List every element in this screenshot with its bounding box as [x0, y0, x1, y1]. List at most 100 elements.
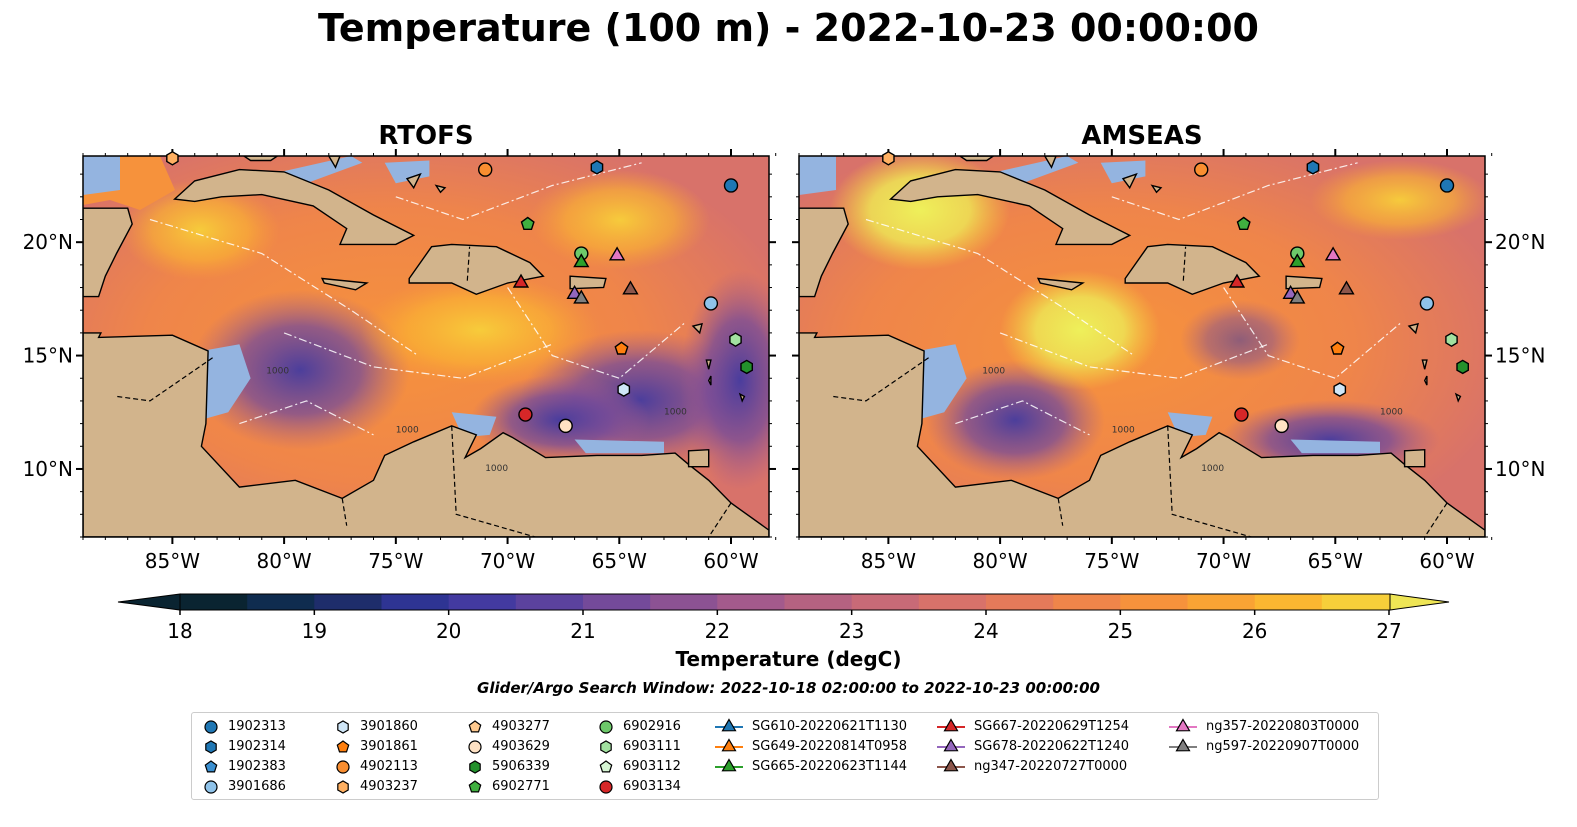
legend-item: ng357-20220803T0000 [1168, 717, 1359, 735]
legend-label: 3901686 [228, 778, 286, 794]
legend-label: SG610-20220621T1130 [752, 718, 908, 734]
hexagon-marker-icon [205, 740, 217, 754]
lat-tick-label: 15°N [23, 344, 73, 368]
legend-item: SG649-20220814T0958 [714, 737, 907, 755]
pentagon-marker-icon [468, 780, 482, 793]
legend-label: ng357-20220803T0000 [1206, 718, 1360, 734]
contour-label: 1000 [485, 464, 508, 474]
legend-item: 3901686 [202, 777, 286, 795]
legend-label: 3901861 [360, 738, 418, 754]
land-rtofs: 1000 1000 1000 1000 [83, 156, 769, 537]
observation-marker-5906339 [1456, 359, 1470, 375]
colorbar-segment [583, 594, 651, 610]
legend-item: 6903134 [597, 777, 681, 795]
legend-label: 3901860 [360, 718, 418, 734]
axis-ticks: 85°W 80°W 75°W 70°W 65°W 60°W 20°N 15°N 10°N 85°W… [23, 149, 1545, 573]
legend-item: 3901860 [334, 717, 418, 735]
observation-marker-4902113 [478, 162, 493, 177]
legend-label: 6903112 [623, 758, 681, 774]
colorbar-segment [784, 594, 853, 610]
colorbar-segment [650, 594, 718, 610]
observation-marker-6902771 [1236, 216, 1251, 231]
panel-title-amseas: AMSEAS [1081, 121, 1203, 151]
lat-tick-label: 10°N [23, 457, 73, 481]
observation-marker-6903111 [1445, 332, 1458, 348]
colorbar-tick-label: 21 [570, 619, 595, 640]
observation-markers [166, 150, 1470, 434]
legend-label: 4903277 [492, 718, 550, 734]
observation-marker-ng597-20220907T0000 [573, 289, 590, 304]
observation-marker-6903134 [1234, 407, 1249, 422]
figure-title: Temperature (100 m) - 2022-10-23 00:00:0… [317, 6, 1259, 50]
observation-marker-ng347-20220727T0000 [622, 280, 639, 295]
legend-label: SG649-20220814T0958 [752, 738, 908, 754]
pentagon-marker-icon [336, 740, 350, 753]
legend-item: ng347-20220727T0000 [936, 757, 1127, 775]
legend-item: ng597-20220907T0000 [1168, 737, 1359, 755]
amseas-frame [798, 155, 1486, 538]
observation-marker-4902113 [1194, 162, 1209, 177]
contour-label: 1000 [1112, 426, 1135, 436]
observation-marker-ng347-20220727T0000 [1338, 280, 1355, 295]
hexagon-marker-icon [600, 740, 612, 754]
legend-item: SG610-20220621T1130 [714, 717, 907, 735]
observation-marker-4903629 [558, 418, 573, 434]
observation-marker-6903111 [729, 332, 742, 348]
pentagon-marker-icon [468, 720, 482, 733]
colorbar-segment [1321, 594, 1390, 610]
observation-marker-3901860 [617, 382, 631, 397]
circle-marker-icon [204, 720, 218, 734]
pentagon-marker-icon [204, 760, 218, 773]
legend-item: 6903112 [597, 757, 681, 775]
triangle-line-marker-icon [715, 718, 743, 732]
colorbar-tick-label: 23 [839, 619, 864, 640]
circle-marker-icon [599, 720, 613, 734]
legend-item: 6903111 [597, 737, 681, 755]
circle-marker-icon [336, 760, 350, 774]
legend-label: SG665-20220623T1144 [752, 758, 908, 774]
triangle-line-marker-icon [937, 738, 965, 752]
lon-tick-label: 65°W [1308, 549, 1363, 573]
legend-item: 4903629 [466, 737, 550, 755]
colorbar-tick-label: 18 [167, 619, 192, 640]
circle-marker-icon [599, 780, 613, 794]
lon-tick-label: 85°W [861, 549, 916, 573]
contour-label: 1000 [266, 367, 289, 377]
maps-and-colorbar: 1000 1000 1000 1000 1000 1000 1000 1000 85°W 80… [23, 149, 1545, 640]
legend-label: 1902383 [228, 758, 286, 774]
hexagon-marker-icon [337, 720, 349, 734]
legend-label: 6902916 [623, 718, 681, 734]
legend-label: 4902113 [360, 758, 418, 774]
colorbar-segment [180, 594, 248, 610]
legend-item: SG665-20220623T1144 [714, 757, 907, 775]
land-amseas: 1000 1000 1000 1000 [799, 156, 1485, 537]
legend-item: 4903277 [466, 717, 550, 735]
legend-label: 6903134 [623, 778, 681, 794]
observation-marker-SG667-20220629T1254 [1228, 273, 1246, 288]
hexagon-marker-icon [337, 780, 349, 794]
colorbar-segment [1120, 594, 1189, 610]
lat-tick-label: 20°N [23, 230, 73, 254]
legend-item: 6902771 [466, 777, 550, 795]
lon-tick-label: 65°W [592, 549, 647, 573]
legend-label: 5906339 [492, 758, 550, 774]
circle-marker-icon [204, 780, 218, 794]
colorbar-segment [1053, 594, 1121, 610]
lon-tick-label: 80°W [972, 549, 1027, 573]
observation-marker-3901861 [1330, 341, 1345, 355]
colorbar-segment [448, 594, 517, 610]
observation-marker-1902314 [1306, 159, 1320, 175]
contour-label: 1000 [664, 408, 687, 418]
observation-marker-5906339 [740, 359, 753, 375]
triangle-line-marker-icon [1169, 738, 1197, 752]
legend-item: 5906339 [466, 757, 550, 775]
lon-tick-label: 60°W [703, 549, 758, 573]
colorbar-label: Temperature (degC) [675, 647, 902, 671]
contour-label: 1000 [1201, 464, 1224, 474]
observation-marker-SG665-20220623T1144 [573, 253, 590, 268]
colorbar-tick-label: 26 [1242, 619, 1267, 640]
triangle-line-marker-icon [937, 718, 965, 732]
legend-label: 6902771 [492, 778, 550, 794]
lon-tick-label: 75°W [368, 549, 423, 573]
legend: 1902313 1902314 1902383 3901686 3901860 39018… [191, 712, 1379, 800]
